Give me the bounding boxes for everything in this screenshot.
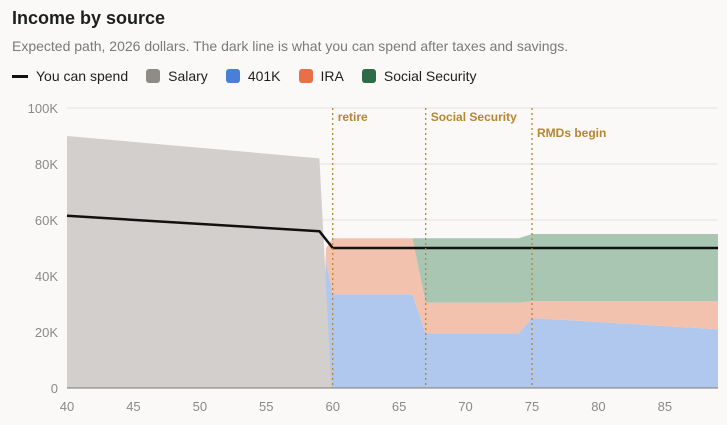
x-tick-label: 45 xyxy=(126,399,140,414)
legend-label-ss: Social Security xyxy=(383,68,477,84)
x-tick-label: 55 xyxy=(259,399,273,414)
y-tick-label: 40K xyxy=(35,269,58,284)
legend-label-ira: IRA xyxy=(320,68,344,84)
x-tick-label: 70 xyxy=(458,399,472,414)
line-spend xyxy=(66,214,718,250)
legend: You can spend Salary 401K IRA Social Sec… xyxy=(12,68,476,84)
legend-line-spend xyxy=(12,74,28,78)
area-ira xyxy=(67,238,718,388)
area-ss xyxy=(67,234,718,388)
legend-item-ira[interactable]: IRA xyxy=(298,68,344,84)
x-tick-label: 75 xyxy=(525,399,539,414)
legend-label-salary: Salary xyxy=(168,68,208,84)
legend-swatch-401k xyxy=(225,69,240,83)
legend-item-salary[interactable]: Salary xyxy=(146,68,208,84)
legend-item-spend[interactable]: You can spend xyxy=(12,68,128,84)
y-tick-label: 60K xyxy=(35,213,58,228)
x-tick-label: 40 xyxy=(60,399,74,414)
y-tick-label: 20K xyxy=(35,325,58,340)
area-k401 xyxy=(67,262,718,388)
x-tick-label: 50 xyxy=(193,399,207,414)
marker-label: retire xyxy=(338,110,368,124)
marker-label: Social Security xyxy=(431,110,517,124)
legend-swatch-ss xyxy=(361,69,376,83)
legend-item-ss[interactable]: Social Security xyxy=(361,68,477,84)
legend-swatch-salary xyxy=(146,69,161,83)
legend-item-401k[interactable]: 401K xyxy=(225,68,281,84)
x-tick-label: 60 xyxy=(325,399,339,414)
marker-label: RMDs begin xyxy=(537,126,606,140)
chart-subtitle: Expected path, 2026 dollars. The dark li… xyxy=(12,38,569,54)
chart-title: Income by source xyxy=(12,8,166,28)
legend-label-spend: You can spend xyxy=(36,68,129,84)
y-tick-label: 100K xyxy=(28,101,59,116)
y-tick-label: 0 xyxy=(51,381,58,396)
area-salary xyxy=(67,136,718,388)
x-tick-label: 65 xyxy=(392,399,406,414)
legend-label-401k: 401K xyxy=(247,68,281,84)
legend-swatch-ira xyxy=(298,69,313,83)
x-tick-label: 85 xyxy=(658,399,672,414)
x-tick-label: 80 xyxy=(591,399,605,414)
y-tick-label: 80K xyxy=(35,157,58,172)
